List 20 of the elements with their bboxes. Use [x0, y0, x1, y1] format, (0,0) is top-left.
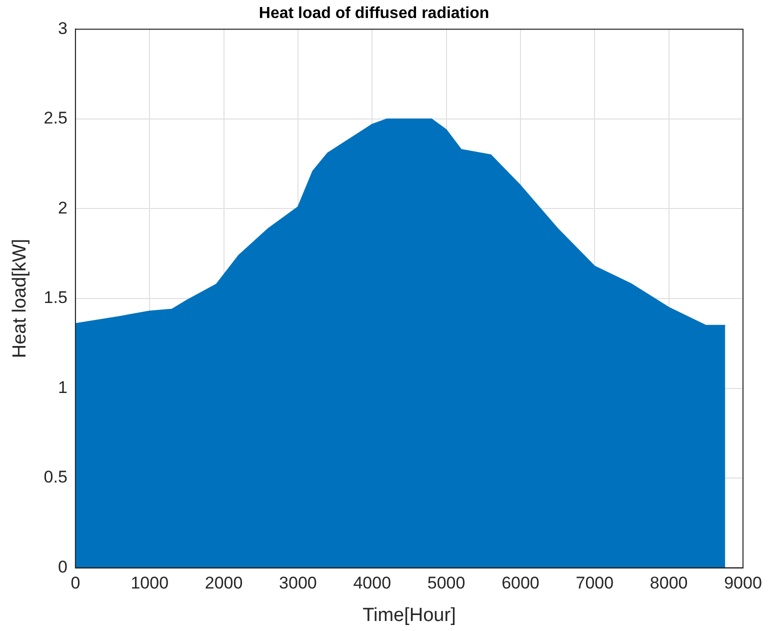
x-tick-label: 0 — [70, 574, 80, 593]
x-tick-label: 6000 — [502, 574, 540, 593]
y-tick-label: 0.5 — [44, 468, 68, 487]
x-tick-label: 7000 — [576, 574, 614, 593]
y-tick-label: 2 — [58, 198, 68, 218]
y-tick-label: 1.5 — [44, 288, 68, 308]
x-tick-label: 2000 — [204, 574, 243, 593]
x-tick-label: 3000 — [279, 574, 317, 593]
x-tick-label: 8000 — [650, 574, 688, 593]
x-axis-title: Time[Hour] — [362, 604, 456, 626]
y-axis-title: Heat load[kW] — [10, 238, 31, 358]
y-tick-label: 2.5 — [44, 108, 68, 128]
y-tick-label: 3 — [58, 18, 68, 38]
y-tick-label: 0 — [58, 557, 68, 576]
chart-title: Heat load of diffused radiation — [258, 5, 490, 22]
x-tick-label: 1000 — [130, 574, 169, 593]
x-tick-label: 5000 — [427, 574, 466, 593]
y-tick-label: 1 — [58, 378, 68, 397]
x-tick-label: 9000 — [724, 574, 762, 593]
x-tick-label: 4000 — [353, 574, 392, 593]
